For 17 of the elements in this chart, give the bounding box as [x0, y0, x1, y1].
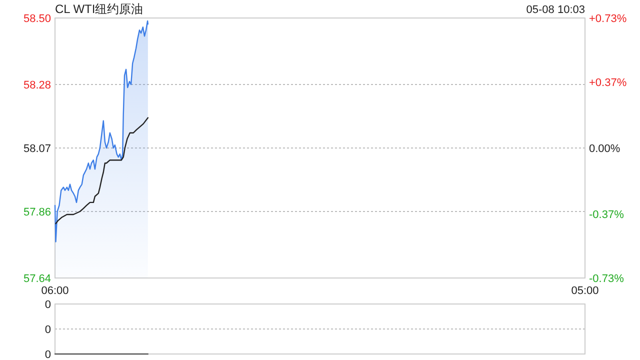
y-tick-label: 0: [44, 299, 51, 311]
y2-tick-label: 0.00%: [589, 143, 620, 155]
y-tick-label: 0: [44, 324, 51, 336]
y-tick-label: 58.28: [23, 80, 51, 92]
x-tick-label: 06:00: [41, 285, 69, 297]
y-tick-label: 58.50: [23, 13, 51, 25]
y2-tick-label: +0.37%: [589, 77, 627, 90]
y-tick-label: 57.64: [23, 273, 51, 285]
y2-tick-label: -0.37%: [589, 208, 624, 221]
title: CL WTI纽约原油: [55, 2, 144, 16]
y-tick-label: 58.07: [23, 143, 51, 155]
x-tick-label: 05:00: [571, 285, 599, 297]
y2-tick-label: -0.73%: [589, 273, 624, 285]
y2-tick-label: +0.73%: [589, 13, 627, 25]
y-tick-label: 57.86: [23, 206, 51, 218]
y-tick-label: 0: [44, 349, 51, 360]
subtitle: 05-08 10:03: [526, 4, 585, 16]
